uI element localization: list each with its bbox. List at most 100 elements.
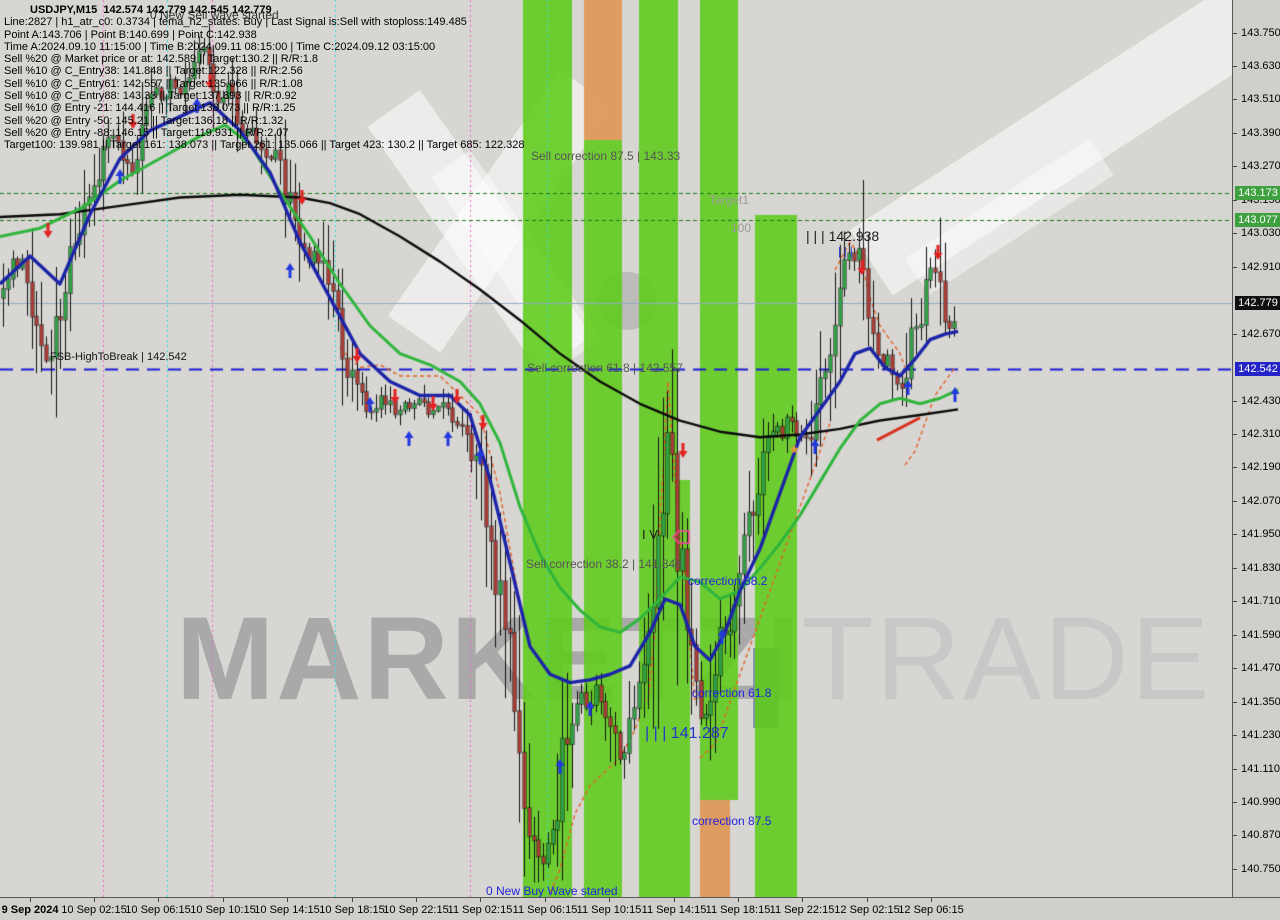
price-tick [1233, 401, 1237, 402]
price-label: 142.190 [1241, 461, 1280, 473]
price-label: 141.950 [1241, 528, 1280, 540]
time-tick [352, 898, 353, 902]
time-tick [545, 898, 546, 902]
price-tick [1233, 601, 1237, 602]
time-label: 11 Sep 10:15 [576, 904, 642, 916]
price-label: 140.870 [1241, 829, 1280, 841]
info-line: Sell %10 @ C_Entry88: 143.33 || Target:1… [4, 90, 297, 103]
price-label: 143.630 [1241, 60, 1280, 72]
time-tick [674, 898, 675, 902]
price-badge: 143.173 [1235, 186, 1280, 200]
price-label: 141.710 [1241, 595, 1280, 607]
price-label: 141.830 [1241, 562, 1280, 574]
chart-annotation: correction 87.5 [692, 814, 772, 828]
price-label: 143.390 [1241, 127, 1280, 139]
price-label: 141.230 [1241, 729, 1280, 741]
info-line: Line:2827 | h1_atr_c0: 0.3734 | tema_h2_… [4, 16, 467, 29]
info-line: Sell %20 @ Entry -50: 145.21 || Target:1… [4, 114, 284, 127]
chart-annotation: correction 38.2 [688, 574, 768, 588]
price-tick [1233, 869, 1237, 870]
price-label: 141.470 [1241, 662, 1280, 674]
chart-annotation: Sell correction 61.8 | 142.557 [527, 361, 683, 375]
price-tick [1233, 334, 1237, 335]
chart-annotation: 100 [731, 221, 752, 235]
price-tick [1233, 534, 1237, 535]
time-label: 12 Sep 02:15 [834, 904, 900, 916]
price-label: 143.270 [1241, 160, 1280, 172]
time-tick [94, 898, 95, 902]
price-label: 140.750 [1241, 863, 1280, 875]
time-label: 12 Sep 06:15 [898, 904, 964, 916]
info-line: Time A:2024.09.10 11:15:00 | Time B:2024… [4, 40, 436, 53]
price-tick [1233, 166, 1237, 167]
price-tick [1233, 501, 1237, 502]
price-label: 141.590 [1241, 629, 1280, 641]
price-chart-canvas[interactable] [0, 0, 1232, 897]
price-label: 141.110 [1241, 763, 1280, 775]
time-label: 11 Sep 14:15 [641, 904, 707, 916]
price-label: 142.910 [1241, 261, 1280, 273]
chart-annotation: Sell correction 87.5 | 143.33 [531, 149, 681, 163]
price-label: 141.350 [1241, 696, 1280, 708]
chart-annotation: FSB-HighToBreak | 142.542 [50, 351, 187, 363]
time-label: 11 Sep 18:15 [705, 904, 771, 916]
time-tick [802, 898, 803, 902]
time-label: 10 Sep 06:15 [125, 904, 191, 916]
price-axis[interactable]: 143.750 143.630 143.510 143.390 143.270 143.1… [1232, 0, 1280, 908]
price-tick [1233, 133, 1237, 134]
chart-annotation: Sell correction 38.2 | 141.848 [526, 557, 682, 571]
price-tick [1233, 66, 1237, 67]
price-label: 140.990 [1241, 796, 1280, 808]
time-label: 10 Sep 18:15 [319, 904, 385, 916]
indicator-info-panel: USDJPY,M15 142.574 142.779 142.545 142.7… [4, 4, 525, 152]
time-label: 9 Sep 2024 [1, 904, 59, 916]
price-badge: 143.077 [1235, 213, 1280, 227]
price-tick [1233, 99, 1237, 100]
chart-annotation: I V [642, 527, 658, 542]
chart-annotation: | | | [838, 246, 853, 258]
time-tick [223, 898, 224, 902]
info-line: Sell %10 @ Entry -21: 144.416 || Target:… [4, 102, 296, 115]
price-tick [1233, 668, 1237, 669]
info-line: Sell %20 @ Entry -88: 146.15 || Target:1… [4, 126, 289, 139]
price-tick [1233, 835, 1237, 836]
info-line: Sell %20 @ Market price or at: 142.589 |… [4, 53, 319, 66]
time-label: 11 Sep 02:15 [447, 904, 513, 916]
price-badge: 142.779 [1235, 296, 1280, 310]
price-label: 142.430 [1241, 395, 1280, 407]
price-tick [1233, 467, 1237, 468]
price-tick [1233, 434, 1237, 435]
time-tick [867, 898, 868, 902]
info-line: Sell %10 @ C_Entry61: 142.557 || Target:… [4, 77, 303, 90]
price-tick [1233, 802, 1237, 803]
price-tick [1233, 769, 1237, 770]
info-line: USDJPY,M15 142.574 142.779 142.545 142.7… [30, 4, 272, 16]
time-label: 11 Sep 06:15 [512, 904, 578, 916]
time-axis[interactable]: 9 Sep 2024 10 Sep 02:15 10 Sep 06:15 10 Sep… [0, 897, 1280, 920]
price-tick [1233, 735, 1237, 736]
time-tick [416, 898, 417, 902]
time-tick [738, 898, 739, 902]
time-tick [931, 898, 932, 902]
price-tick [1233, 568, 1237, 569]
price-badge: 142.542 [1235, 362, 1280, 376]
info-line: Sell %10 @ C_Entry38: 141.848 || Target:… [4, 65, 303, 78]
price-tick [1233, 635, 1237, 636]
sell-wave-banner: 0 New Sell wave started [150, 8, 279, 22]
price-label: 142.670 [1241, 328, 1280, 340]
price-tick [1233, 702, 1237, 703]
time-label: 10 Sep 14:15 [254, 904, 320, 916]
chart-annotation: correction 61.8 [692, 686, 772, 700]
chart-annotation: | | | 141.287 [645, 725, 729, 742]
price-label: 143.510 [1241, 93, 1280, 105]
price-tick [1233, 233, 1237, 234]
chart-annotation: Target1 [709, 193, 750, 207]
time-label: 10 Sep 10:15 [190, 904, 256, 916]
time-tick [30, 898, 31, 902]
time-tick [287, 898, 288, 902]
price-tick [1233, 33, 1237, 34]
chart-annotation: | | | 142.938 [806, 228, 880, 244]
time-tick [480, 898, 481, 902]
price-label: 142.310 [1241, 428, 1280, 440]
